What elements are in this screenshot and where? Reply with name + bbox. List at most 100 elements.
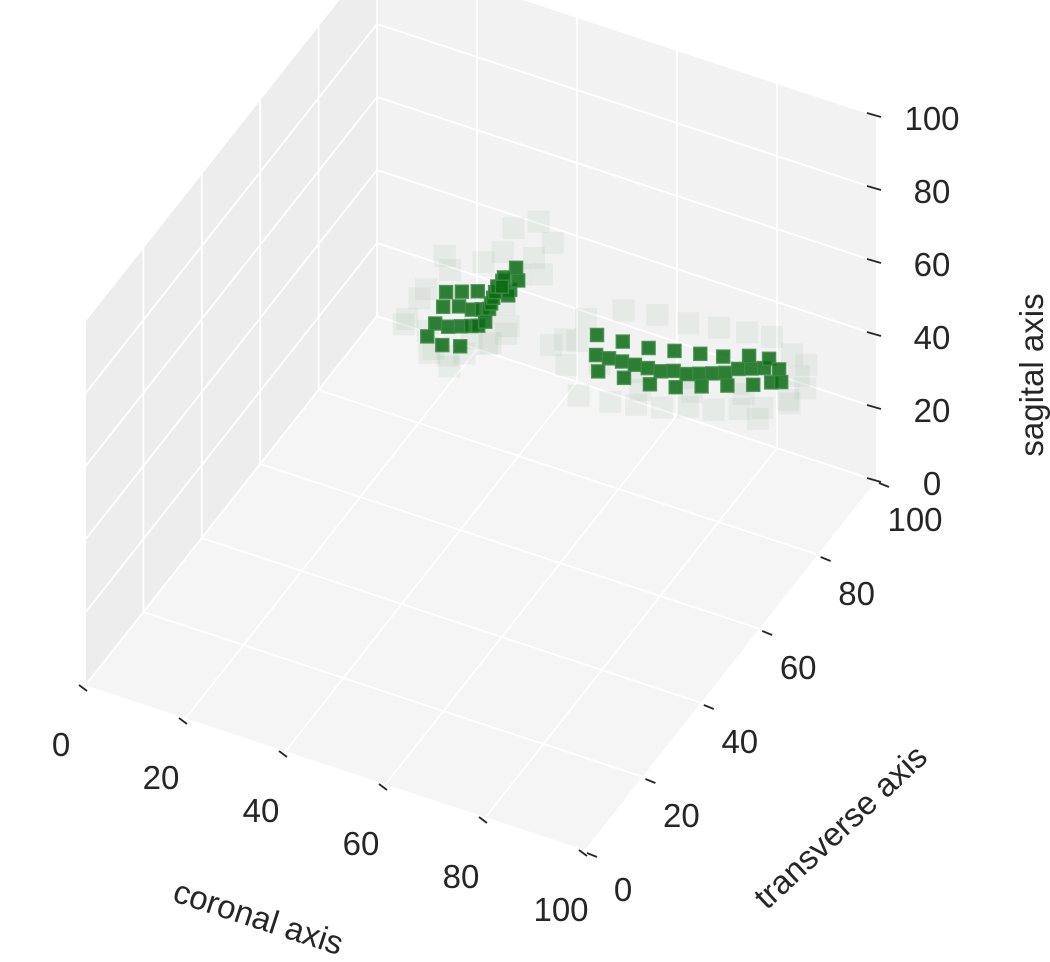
x-tick <box>478 816 488 824</box>
haze-point <box>523 247 545 270</box>
haze-point <box>761 325 783 348</box>
data-point <box>438 284 454 300</box>
haze-point <box>530 263 553 286</box>
data-point <box>452 339 468 354</box>
z-tick-label: 60 <box>914 246 951 283</box>
x-gridline-floor <box>584 480 878 852</box>
data-point <box>470 284 486 299</box>
x-tick-label: 0 <box>52 726 70 763</box>
data-point <box>720 378 735 393</box>
z-gridline-back <box>522 0 878 117</box>
haze-point <box>746 407 769 430</box>
haze-point <box>491 241 514 264</box>
x-tick-label: 80 <box>443 858 480 895</box>
data-point <box>494 279 510 294</box>
data-point <box>510 273 526 288</box>
haze-point <box>599 390 622 413</box>
haze-point <box>555 353 578 376</box>
x-gridline-floor <box>284 381 578 753</box>
data-point <box>508 260 524 276</box>
data-point <box>642 377 658 392</box>
data-point <box>615 334 631 349</box>
haze-point <box>472 251 495 273</box>
z-tick <box>866 477 882 483</box>
haze-point <box>567 384 590 407</box>
haze-point <box>728 397 751 420</box>
y-tick-label: 0 <box>614 871 632 908</box>
haze-point <box>479 332 502 355</box>
floor-pane <box>85 316 877 851</box>
data-point <box>694 379 709 394</box>
haze-point <box>396 307 419 330</box>
data-point <box>692 366 707 382</box>
z-tick-label: 20 <box>914 392 951 429</box>
data-point <box>440 319 456 334</box>
haze-point <box>497 315 520 338</box>
data-point <box>640 360 656 376</box>
haze-point <box>541 232 564 254</box>
z-gridline-left <box>84 315 378 687</box>
z-gridline-back <box>376 242 878 409</box>
x-gridline-floor <box>484 447 778 819</box>
y-tick-label: 20 <box>663 797 700 834</box>
z-gridline-left <box>84 23 378 395</box>
haze-point <box>554 328 577 351</box>
data-point <box>427 316 443 331</box>
z-gridline-back <box>376 23 878 190</box>
data-point <box>715 349 731 364</box>
haze-point <box>794 377 817 400</box>
haze-point <box>788 365 811 387</box>
haze-point <box>646 304 669 327</box>
z-tick <box>866 112 882 118</box>
data-point <box>653 364 668 379</box>
x-tick-label: 60 <box>343 825 380 862</box>
y-tick-label: 80 <box>838 575 875 612</box>
haze-point <box>708 316 731 339</box>
z-tick-label: 100 <box>904 100 959 137</box>
z-tick-label: 0 <box>923 465 941 502</box>
haze-point <box>418 341 441 364</box>
z-tick <box>866 331 882 337</box>
haze-point <box>540 334 563 357</box>
z-gridline-left <box>84 96 378 468</box>
data-point <box>588 347 604 363</box>
y-gridline-floor <box>84 685 586 852</box>
data-point <box>730 361 746 377</box>
haze-point <box>651 396 673 419</box>
y-gridline-floor <box>259 463 761 630</box>
data-point <box>667 343 682 359</box>
haze-point <box>702 398 725 421</box>
z-tick-label: 80 <box>914 173 951 210</box>
z-axis-label: sagital axis <box>1013 293 1050 456</box>
x-tick <box>578 849 588 857</box>
haze-point <box>527 210 550 233</box>
data-point <box>705 366 720 381</box>
haze-point <box>676 395 699 418</box>
x-tick-label: 20 <box>143 759 180 796</box>
x-gridline-floor <box>184 348 478 720</box>
data-point <box>477 314 493 329</box>
y-tick <box>761 630 773 636</box>
data-point <box>743 361 759 376</box>
data-point <box>745 377 761 393</box>
z-gridline-left <box>84 242 378 614</box>
data-point <box>454 284 470 299</box>
tick-marks <box>78 112 890 858</box>
haze-point <box>415 278 438 301</box>
haze-point <box>392 313 415 336</box>
haze-point <box>612 299 635 322</box>
y-tick-label: 60 <box>780 649 817 686</box>
z-gridline-left <box>84 0 340 322</box>
haze-point <box>438 355 461 378</box>
data-point <box>693 346 708 362</box>
y-tick <box>703 704 715 710</box>
data-point <box>771 362 787 377</box>
haze-point <box>677 312 700 335</box>
data-point <box>718 365 733 381</box>
y-gridline-floor <box>318 389 819 556</box>
haze-point <box>475 332 498 355</box>
data-point <box>668 379 683 395</box>
z-gridline-back <box>376 169 878 336</box>
x-gridline-floor <box>384 414 678 786</box>
data-point <box>773 374 789 390</box>
